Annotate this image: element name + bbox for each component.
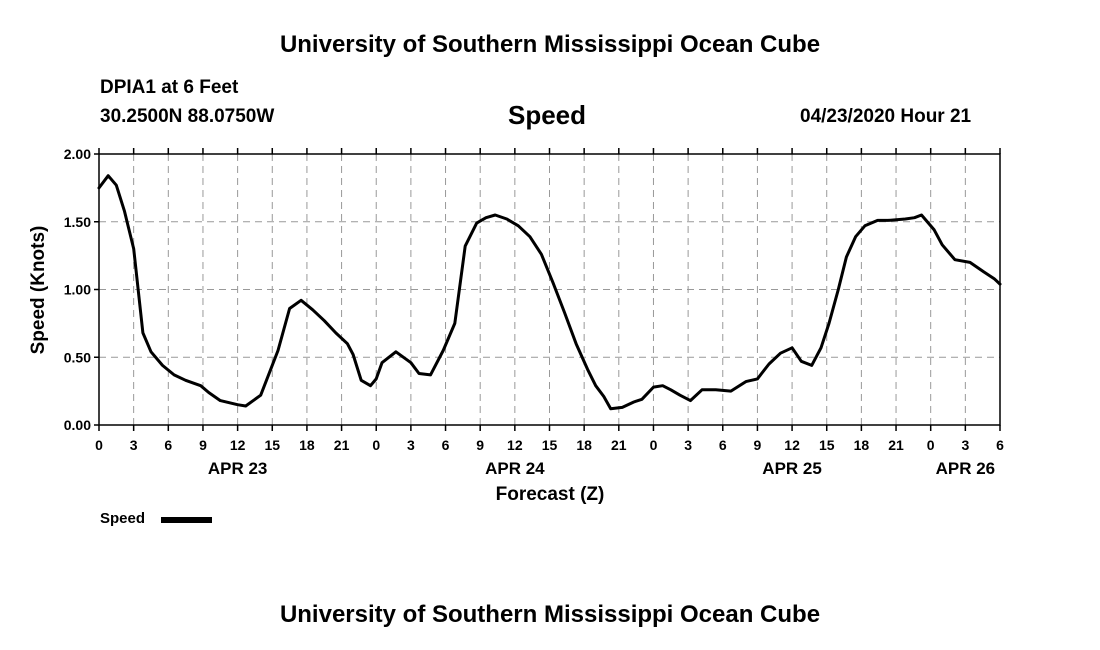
- speed-series-line: [97, 174, 1002, 411]
- date-label: APR 26: [936, 459, 996, 478]
- x-tick-label: 3: [407, 437, 415, 453]
- chart-title-bottom: University of Southern Mississippi Ocean…: [279, 601, 821, 628]
- date-label: APR 25: [762, 459, 822, 478]
- x-tick-label: 15: [542, 437, 558, 453]
- x-tick-label: 9: [754, 437, 762, 453]
- x-tick-label: 0: [927, 437, 935, 453]
- x-tick-label: 12: [507, 437, 523, 453]
- y-tick-labels: 0.00 0.50 1.00 1.50 2.00: [64, 146, 91, 433]
- chart-title-top: University of Southern Mississippi Ocean…: [279, 31, 821, 58]
- station-label: DPIA1 at 6 Feet: [100, 77, 239, 98]
- x-tick-label: 18: [576, 437, 592, 453]
- date-label: APR 24: [485, 459, 545, 478]
- y-tick-label: 1.00: [64, 282, 91, 298]
- legend-swatch-speed: [161, 517, 212, 523]
- x-tick-label: 0: [372, 437, 380, 453]
- x-tick-label: 21: [888, 437, 904, 453]
- y-tick-label: 2.00: [64, 146, 91, 162]
- grid-lines: [99, 154, 1000, 425]
- x-tick-label: 0: [95, 437, 103, 453]
- date-labels: APR 23 APR 24 APR 25 APR 26: [208, 459, 995, 478]
- x-tick-label: 3: [684, 437, 692, 453]
- x-tick-label: 3: [130, 437, 138, 453]
- x-tick-label: 9: [476, 437, 484, 453]
- x-tick-label: 15: [264, 437, 280, 453]
- y-tick-label: 0.00: [64, 417, 91, 433]
- x-tick-label: 21: [334, 437, 350, 453]
- legend-label-speed: Speed: [100, 510, 146, 527]
- x-tick-label: 12: [230, 437, 246, 453]
- x-tick-label: 12: [784, 437, 800, 453]
- x-tick-labels: 0 3 6 9 12 15 18 21 0 3 6 9 12 15 18 21 0 3 6 9 12 15 18 21 0 3 6: [95, 437, 1004, 453]
- x-tick-label: 18: [854, 437, 870, 453]
- y-tick-label: 1.50: [64, 214, 91, 230]
- coordinates-label: 30.2500N 88.0750W: [100, 106, 275, 127]
- axis-ticks: [94, 148, 1001, 431]
- x-tick-label: 18: [299, 437, 315, 453]
- x-tick-label: 6: [442, 437, 450, 453]
- x-tick-label: 21: [611, 437, 627, 453]
- x-tick-label: 15: [819, 437, 835, 453]
- x-tick-label: 9: [199, 437, 207, 453]
- x-tick-label: 6: [996, 437, 1004, 453]
- x-tick-label: 6: [164, 437, 172, 453]
- x-axis-label: Forecast (Z): [496, 484, 605, 505]
- x-tick-label: 3: [961, 437, 969, 453]
- variable-label: Speed: [508, 100, 587, 130]
- y-axis-label: Speed (Knots): [28, 226, 49, 355]
- forecast-start-label: 04/23/2020 Hour 21: [800, 106, 972, 127]
- x-tick-label: 6: [719, 437, 727, 453]
- date-label: APR 23: [208, 459, 268, 478]
- x-tick-label: 0: [650, 437, 658, 453]
- y-tick-label: 0.50: [64, 349, 91, 365]
